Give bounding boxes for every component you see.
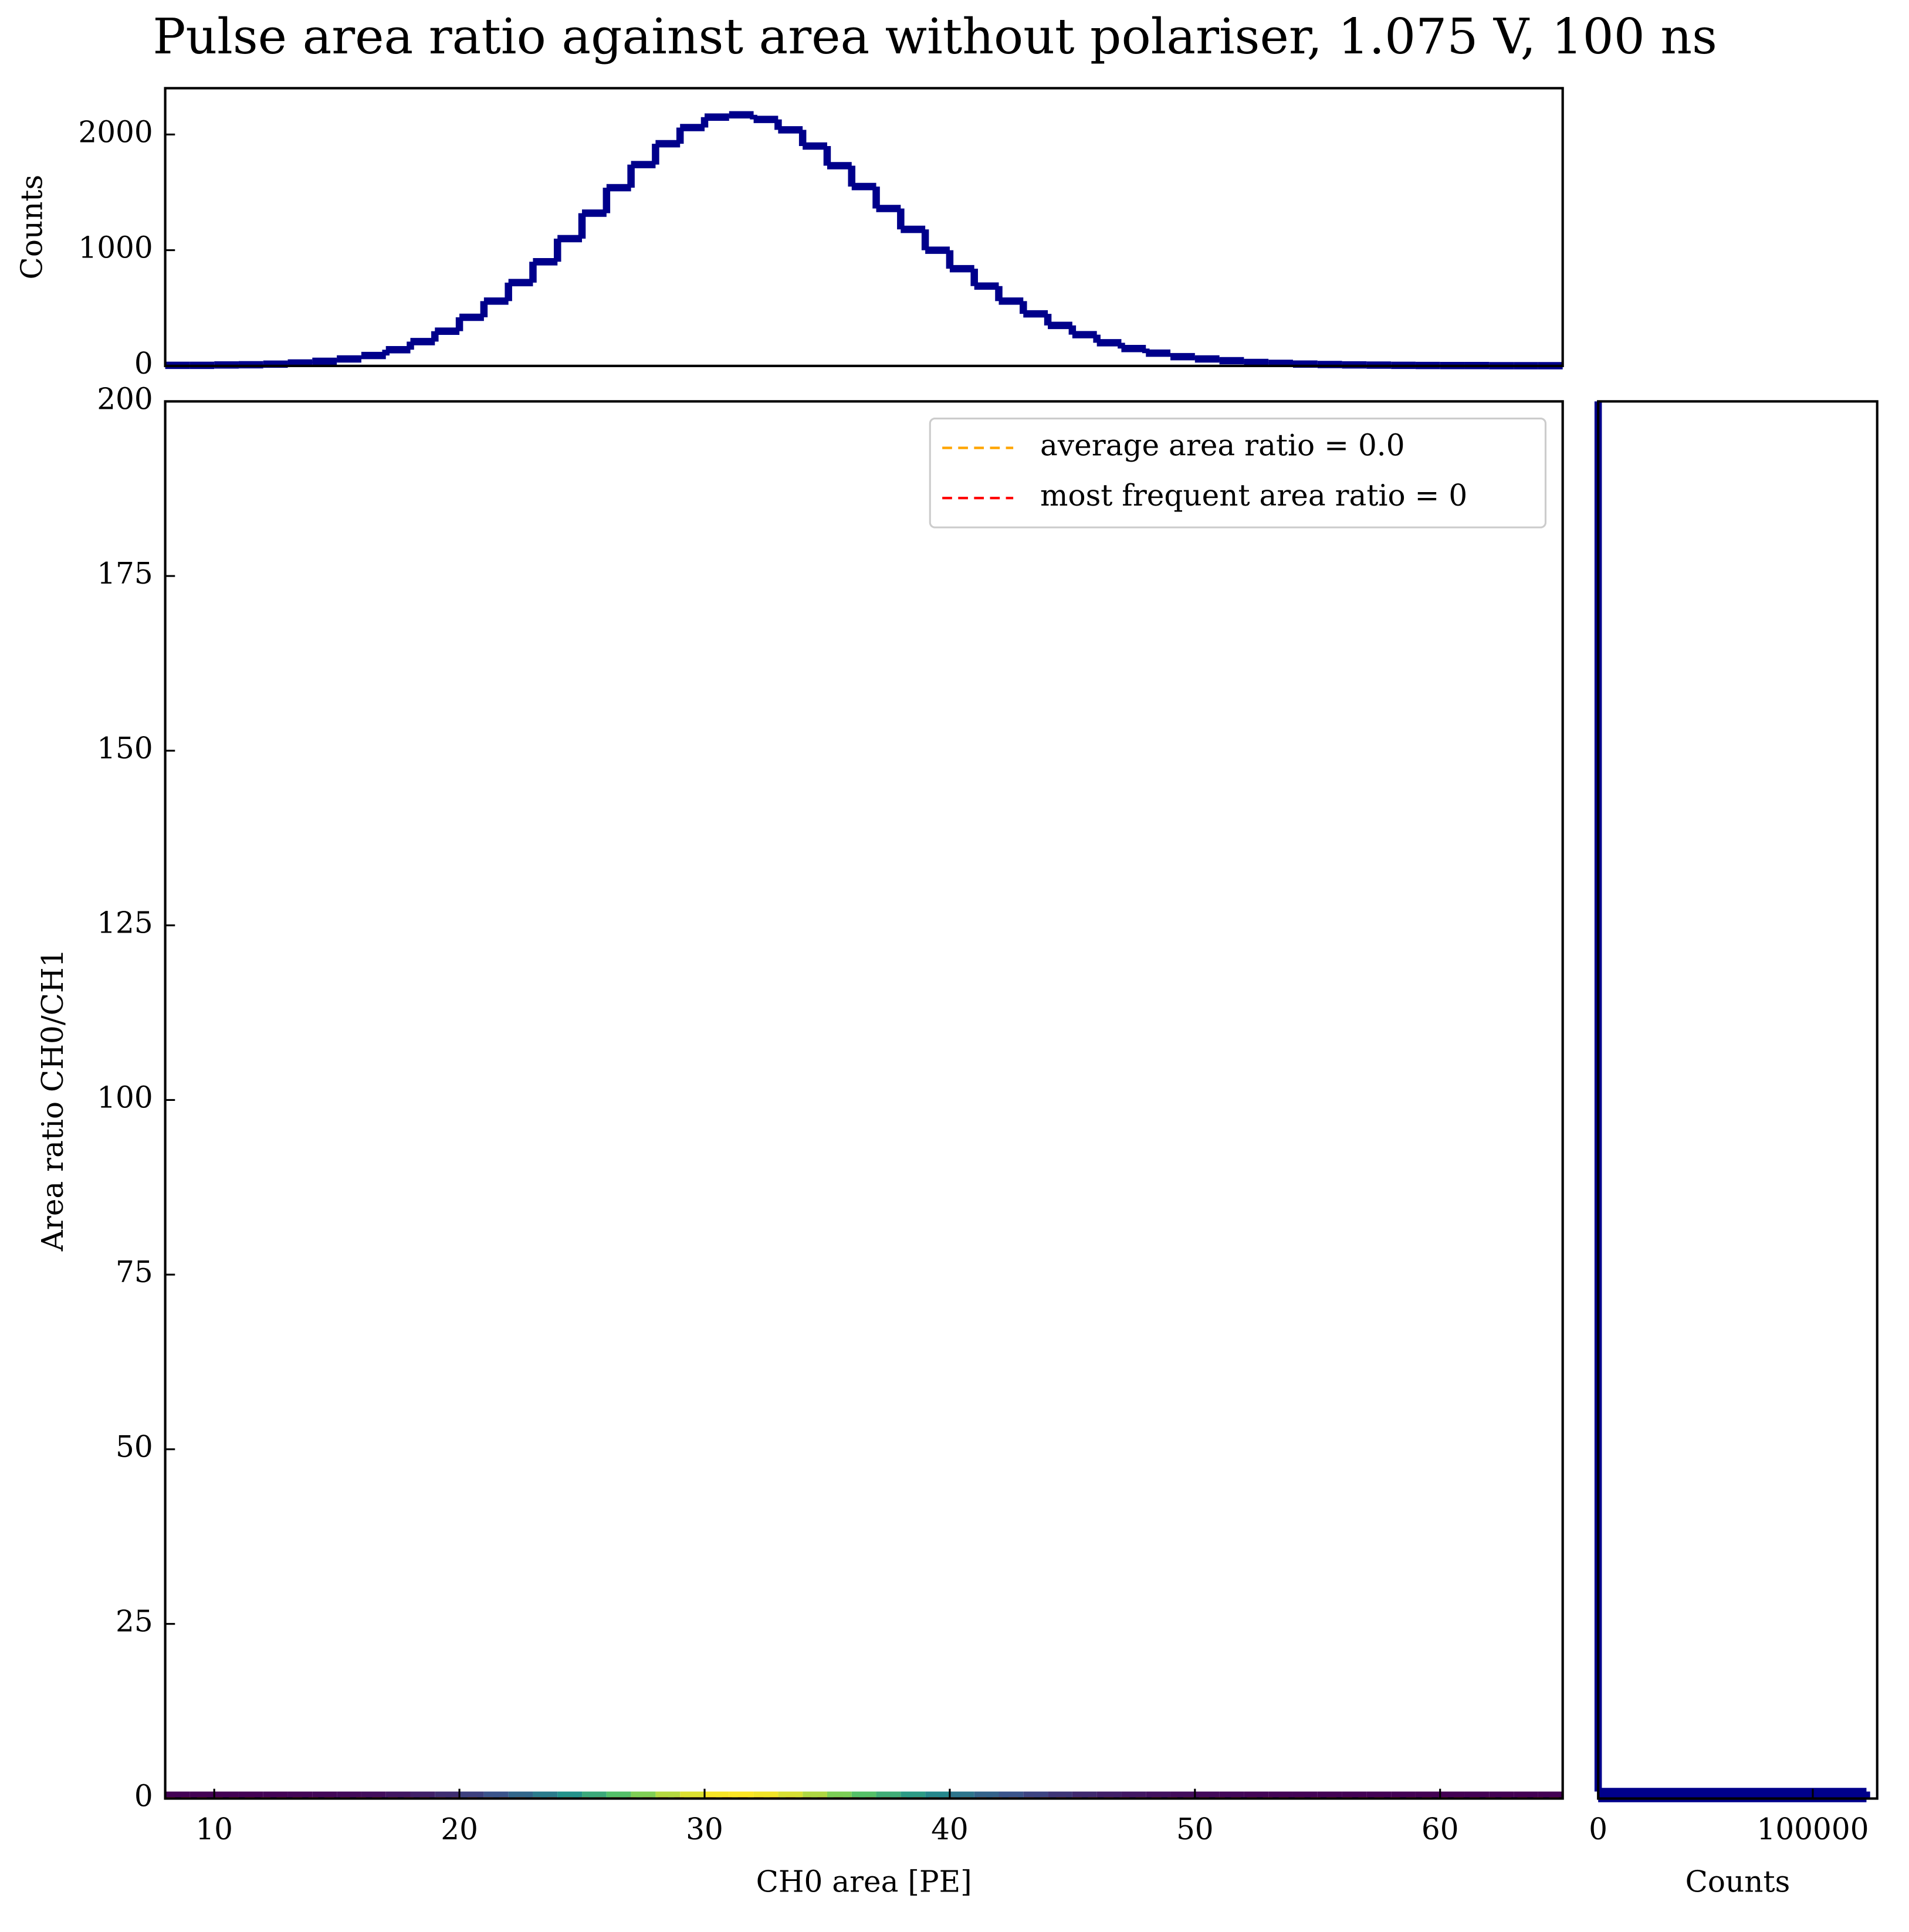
x-tick-label: 40 (931, 1812, 969, 1846)
heatmap-cell (1415, 1791, 1440, 1799)
heatmap-cell (1096, 1791, 1122, 1799)
heatmap-cell (508, 1791, 533, 1799)
heatmap-cell (312, 1791, 337, 1799)
y-tick-label: 125 (97, 906, 153, 940)
legend-label: most frequent area ratio = 0 (1040, 479, 1467, 513)
heatmap-cell (803, 1791, 827, 1799)
heatmap-cell (263, 1791, 288, 1799)
x-axis-label: CH0 area [PE] (756, 1865, 972, 1899)
y-tick-label: 2000 (78, 115, 153, 149)
heatmap-cell (631, 1791, 656, 1799)
heatmap-cell (827, 1791, 852, 1799)
heatmap-cell (238, 1791, 263, 1799)
heatmap-cell (1072, 1791, 1097, 1799)
x-tick-label: 50 (1176, 1812, 1214, 1846)
heatmap-cell (1194, 1791, 1220, 1799)
x-tick-label: 60 (1421, 1812, 1459, 1846)
y-tick-label: 175 (97, 557, 153, 591)
legend-box (929, 417, 1547, 528)
x-tick-label: 30 (686, 1812, 723, 1846)
heatmap-cell (729, 1791, 754, 1799)
heatmap-cell (1048, 1791, 1072, 1799)
heatmap-cell (337, 1791, 361, 1799)
legend-label: average area ratio = 0.0 (1040, 429, 1405, 463)
y-tick-label: 25 (116, 1605, 153, 1639)
heatmap-cell (361, 1791, 386, 1799)
heatmap-cell (778, 1791, 803, 1799)
heatmap-cell (606, 1791, 631, 1799)
x-tick-label: 0 (1589, 1812, 1607, 1846)
heatmap-cell (435, 1791, 460, 1799)
y-tick-label: 50 (116, 1430, 153, 1464)
y-tick-label: 1000 (78, 231, 153, 265)
heatmap-cell (1538, 1791, 1563, 1799)
heatmap-cell (1514, 1791, 1538, 1799)
heatmap-cell (949, 1791, 974, 1799)
heatmap-cell (1489, 1791, 1514, 1799)
heatmap-cell (1464, 1791, 1490, 1799)
heatmap-cell (705, 1791, 729, 1799)
heatmap-cell (1121, 1791, 1146, 1799)
y-axis-label: Counts (15, 175, 49, 280)
chart-title: Pulse area ratio against area without po… (153, 8, 1717, 65)
heatmap-cell (1391, 1791, 1416, 1799)
heatmap-cell (1170, 1791, 1195, 1799)
heatmap-cell (557, 1791, 583, 1799)
heatmap-cell (1023, 1791, 1048, 1799)
x-tick-label: 100000 (1756, 1812, 1869, 1846)
heatmap-cell (287, 1791, 313, 1799)
heatmap-cell (998, 1791, 1024, 1799)
heatmap-cell (753, 1791, 779, 1799)
heatmap-cell (582, 1791, 607, 1799)
heatmap-cell (189, 1791, 215, 1799)
heatmap-cell (655, 1791, 681, 1799)
heatmap-cell (1342, 1791, 1367, 1799)
heatmap-cell (459, 1791, 484, 1799)
y-tick-label: 0 (134, 347, 153, 381)
heatmap-cell (876, 1791, 901, 1799)
heatmap-cell (410, 1791, 435, 1799)
heatmap-cell (974, 1791, 999, 1799)
x-tick-label: 20 (441, 1812, 478, 1846)
y-axis-label: Area ratio CH0/CH1 (36, 949, 70, 1252)
heatmap-cell (1440, 1791, 1465, 1799)
heatmap-cell (1317, 1791, 1342, 1799)
y-tick-label: 0 (134, 1779, 153, 1813)
heatmap-cell (385, 1791, 411, 1799)
heatmap-cell (483, 1791, 509, 1799)
heatmap-cell (533, 1791, 558, 1799)
heatmap-cell (1244, 1791, 1269, 1799)
heatmap-cell (1292, 1791, 1318, 1799)
x-axis-label: Counts (1685, 1865, 1790, 1899)
axes-frame (1597, 400, 1878, 1800)
heatmap-cell (925, 1791, 950, 1799)
heatmap-cell (680, 1791, 705, 1799)
y-tick-label: 150 (97, 731, 153, 765)
heatmap-cell (214, 1791, 239, 1799)
heatmap-cell (165, 1791, 190, 1799)
y-tick-label: 75 (116, 1255, 153, 1289)
axes-frame (164, 87, 1564, 367)
heatmap-cell (1268, 1791, 1293, 1799)
y-tick-label: 100 (97, 1080, 153, 1114)
heatmap-cell (851, 1791, 876, 1799)
heatmap-cell (1366, 1791, 1392, 1799)
heatmap-cell (1146, 1791, 1171, 1799)
heatmap-cell (901, 1791, 926, 1799)
axes-frame (164, 400, 1564, 1800)
heatmap-cell (1219, 1791, 1244, 1799)
y-tick-label: 200 (97, 382, 153, 416)
x-tick-label: 10 (195, 1812, 233, 1846)
